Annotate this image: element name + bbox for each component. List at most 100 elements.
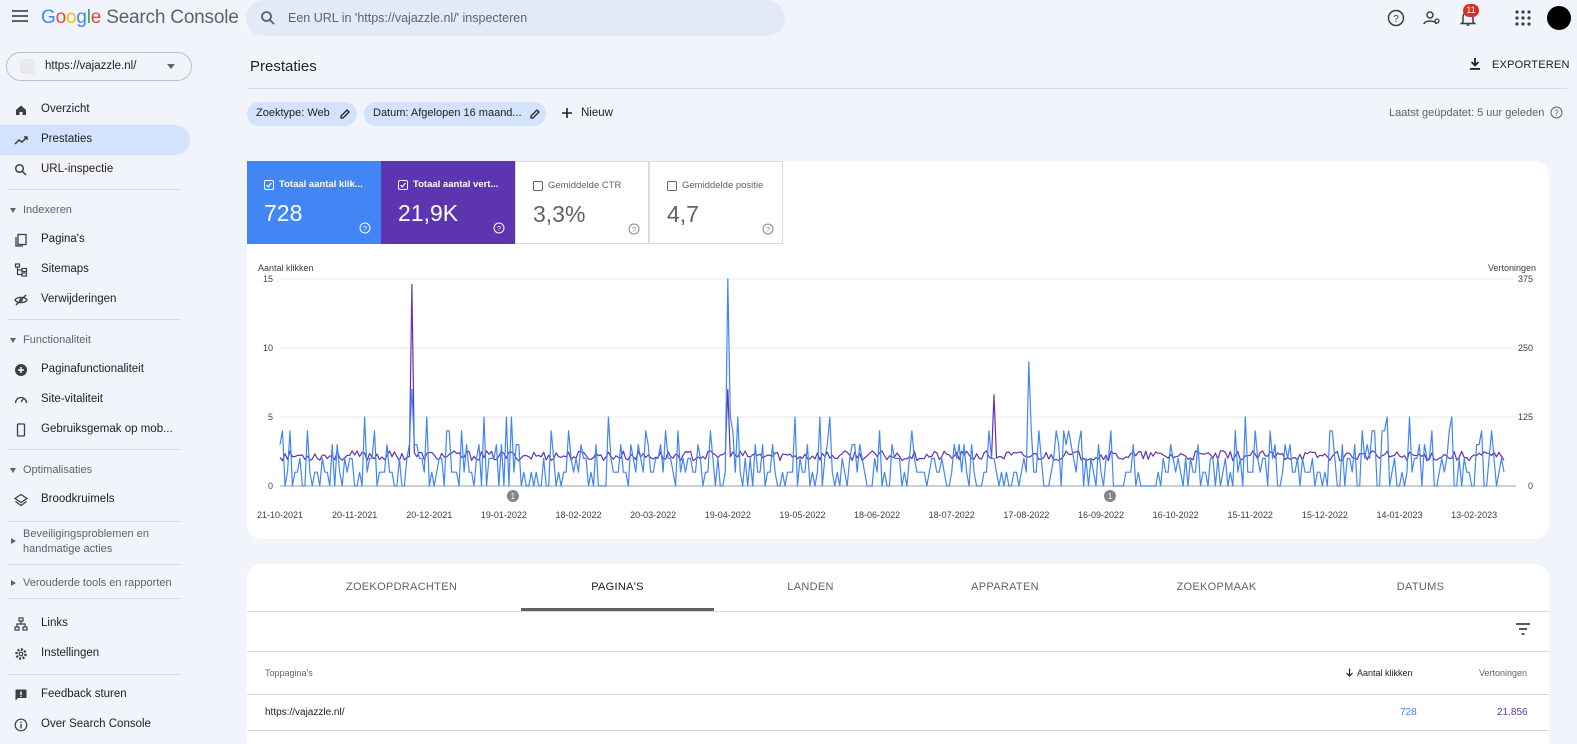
filter-chip-date[interactable]: Datum: Afgelopen 16 maand... xyxy=(364,102,546,126)
expand-icon xyxy=(10,208,16,213)
sidebar-item-label: Links xyxy=(41,617,68,629)
sidebar-item-label: Overzicht xyxy=(41,103,90,115)
x-tick-label: 13-02-2023 xyxy=(1451,510,1497,520)
x-tick-label: 15-12-2022 xyxy=(1302,510,1348,520)
sidebar-item-feedback[interactable]: Feedback sturen xyxy=(0,680,190,710)
help-icon[interactable]: ? xyxy=(628,223,640,235)
metric-average-position[interactable]: Gemiddelde positie 4,7 ? xyxy=(649,161,783,244)
results-card xyxy=(247,564,1549,744)
right-axis-title: Vertoningen xyxy=(1488,263,1537,273)
home-icon xyxy=(16,105,26,115)
svg-text:?: ? xyxy=(632,225,636,234)
info-icon xyxy=(14,718,28,732)
checkbox-checked-icon[interactable] xyxy=(398,180,408,190)
section-security-manual-actions[interactable]: Beveiligingsproblemen en handmatige acti… xyxy=(0,527,190,557)
apps-grid-icon[interactable] xyxy=(1513,8,1533,28)
help-icon[interactable]: ? xyxy=(1386,8,1406,28)
sidebar-item-pages[interactable]: Pagina's xyxy=(0,225,190,255)
avatar[interactable] xyxy=(1547,6,1571,30)
sidebar-item-core-web-vitals[interactable]: Site-vitaliteit xyxy=(0,385,190,415)
divider xyxy=(247,730,1549,731)
x-tick-label: 20-03-2022 xyxy=(630,510,676,520)
metric-label: Gemiddelde positie xyxy=(682,180,764,191)
metric-total-clicks[interactable]: Totaal aantal klik... 728 ? xyxy=(247,161,381,244)
section-enhancements[interactable]: Functionaliteit xyxy=(0,333,190,348)
sidebar-item-mobile-usability[interactable]: Gebruiksgemak op mob... xyxy=(0,415,190,445)
sidebar-item-links[interactable]: Links xyxy=(0,609,190,639)
sidebar-item-breadcrumbs[interactable]: Broodkruimels xyxy=(0,485,190,515)
gear-icon xyxy=(15,648,27,660)
impressions-series-line xyxy=(279,283,1505,462)
annotation-label: 1 xyxy=(1108,492,1113,501)
column-header-clicks[interactable]: Aantal klikken xyxy=(1345,668,1413,678)
sidebar-item-label: Pagina's xyxy=(41,233,85,245)
tab-apparaten[interactable]: APPARATEN xyxy=(971,581,1039,593)
sidebar-item-removals[interactable]: Verwijderingen xyxy=(0,285,190,315)
tab-landen[interactable]: LANDEN xyxy=(787,581,834,593)
divider xyxy=(247,694,1549,695)
svg-text:?: ? xyxy=(497,224,501,233)
x-tick-label: 19-04-2022 xyxy=(705,510,751,520)
sidebar-item-sitemaps[interactable]: Sitemaps xyxy=(0,255,190,285)
performance-chart[interactable]: 0 5 10 15 0 125 250 375 21-10-2021 20-11-2021 20-1… xyxy=(247,270,1549,525)
x-tick-label: 18-02-2022 xyxy=(556,510,602,520)
sidebar-item-page-experience[interactable]: Paginafunctionaliteit xyxy=(0,355,190,385)
divider xyxy=(247,611,1549,612)
page-url-cell[interactable]: https://vajazzle.nl/ xyxy=(265,707,345,718)
filter-icon[interactable] xyxy=(1516,623,1530,635)
help-icon[interactable]: ? xyxy=(1550,106,1563,119)
x-tick-label: 18-07-2022 xyxy=(929,510,975,520)
section-optimizations[interactable]: Optimalisaties xyxy=(0,463,190,478)
tab-zoekopdrachten[interactable]: ZOEKOPDRACHTEN xyxy=(345,581,458,593)
trending-up-icon xyxy=(14,136,28,145)
download-icon xyxy=(1470,58,1480,70)
section-legacy-tools[interactable]: Verouderde tools en rapporten xyxy=(0,576,190,591)
checkbox-unchecked-icon[interactable] xyxy=(533,181,543,191)
x-tick-label: 21-10-2021 xyxy=(257,510,303,520)
tab-datums[interactable]: DATUMS xyxy=(1396,581,1445,593)
url-inspect-search[interactable] xyxy=(246,0,785,36)
sidebar-item-performance[interactable]: Prestaties xyxy=(0,125,190,155)
top-bar: Google Search Console ? 11 xyxy=(0,0,1577,36)
section-indexing[interactable]: Indexeren xyxy=(0,203,190,218)
y-left-tick-label: 15 xyxy=(263,274,273,284)
metric-total-impressions[interactable]: Totaal aantal vert... 21,9K ? xyxy=(381,161,515,244)
help-icon[interactable]: ? xyxy=(493,222,505,234)
y-right-tick-label: 375 xyxy=(1518,274,1533,284)
help-icon[interactable]: ? xyxy=(359,222,371,234)
metric-average-ctr[interactable]: Gemiddelde CTR 3,3% ? xyxy=(515,161,649,244)
sidebar-item-settings[interactable]: Instellingen xyxy=(0,639,190,669)
speed-gauge-icon xyxy=(14,396,28,404)
column-header-impressions[interactable]: Vertoningen xyxy=(1479,668,1528,678)
property-selector[interactable]: https://vajazzle.nl/ xyxy=(6,52,192,81)
search-icon xyxy=(14,163,27,176)
checkbox-checked-icon[interactable] xyxy=(264,180,274,190)
metric-label: Totaal aantal klik... xyxy=(279,179,363,190)
sidebar-item-url-inspection[interactable]: URL-inspectie xyxy=(0,155,190,185)
divider xyxy=(8,449,181,450)
tab-zoekopmaak[interactable]: ZOEKOPMAAK xyxy=(1176,581,1257,593)
divider xyxy=(247,651,1549,652)
section-label: Indexeren xyxy=(23,204,72,216)
x-tick-label: 19-05-2022 xyxy=(779,510,825,520)
sidebar-item-about[interactable]: Over Search Console xyxy=(0,710,190,740)
menu-icon[interactable] xyxy=(12,10,28,24)
sidebar-item-label: Instellingen xyxy=(41,647,100,659)
manage-users-icon[interactable] xyxy=(1422,8,1442,28)
edit-icon[interactable] xyxy=(529,108,541,120)
filter-chip-search-type[interactable]: Zoektype: Web xyxy=(247,102,357,126)
search-input[interactable] xyxy=(288,8,768,28)
sidebar-item-overview[interactable]: Overzicht xyxy=(0,95,190,125)
clicks-cell: 728 xyxy=(1400,707,1417,718)
checkbox-unchecked-icon[interactable] xyxy=(667,181,677,191)
visibility-off-icon xyxy=(14,294,28,306)
tab-paginas[interactable]: PAGINA'S xyxy=(591,581,644,593)
edit-icon[interactable] xyxy=(339,108,351,120)
new-filter-button[interactable]: Nieuw xyxy=(559,102,619,126)
sidebar-item-label: Prestaties xyxy=(41,133,93,145)
pages-icon xyxy=(15,233,27,247)
app-logo[interactable]: Google Search Console xyxy=(41,7,239,29)
site-favicon xyxy=(20,59,35,74)
clicks-series-line xyxy=(279,278,1505,487)
help-icon[interactable]: ? xyxy=(762,223,774,235)
